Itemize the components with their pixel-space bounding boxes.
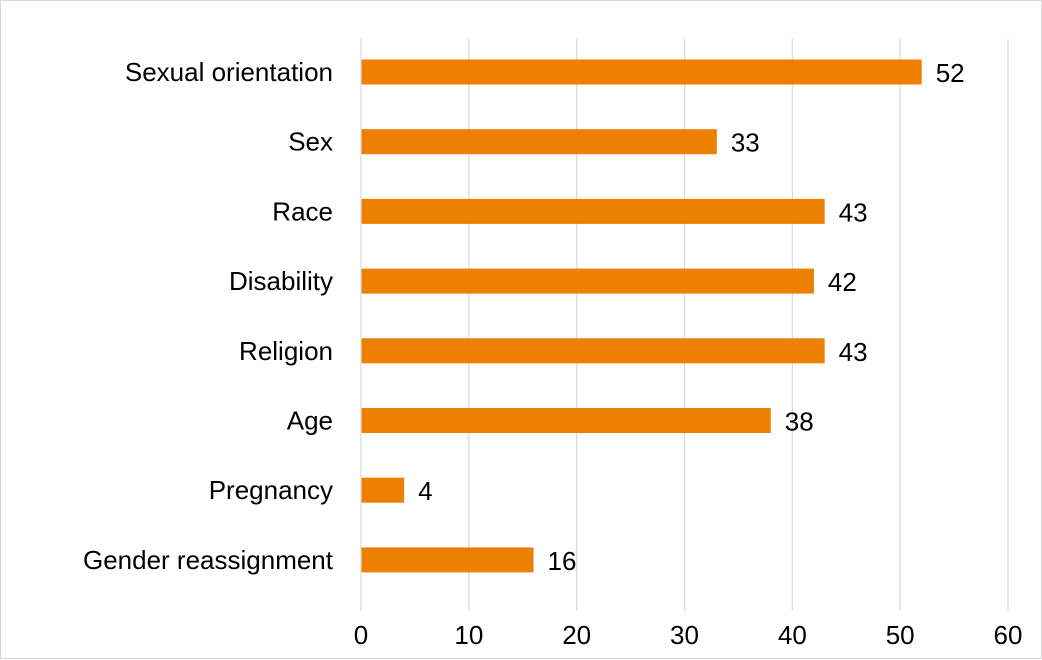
data-labels: 52 33 43 42 43 38 4 16 [418, 58, 965, 576]
data-label: 42 [828, 267, 857, 297]
bar-pregnancy [361, 477, 405, 503]
category-label: Disability [229, 266, 333, 296]
category-label: Sex [288, 127, 333, 157]
gridlines [468, 39, 1009, 611]
data-label: 38 [785, 407, 814, 437]
bar-age [361, 408, 771, 433]
data-label: 43 [839, 337, 868, 367]
category-label: Pregnancy [209, 475, 333, 505]
x-tick-label: 20 [562, 620, 591, 650]
category-label: Race [272, 196, 333, 226]
category-label: Religion [239, 336, 333, 366]
x-tick-label: 40 [778, 620, 807, 650]
category-label: Sexual orientation [125, 57, 333, 87]
bar-race [361, 198, 825, 224]
category-labels: Sexual orientation Sex Race Disability Relig… [83, 57, 334, 575]
x-axis-tick-labels: 0 10 20 30 40 50 60 [354, 620, 1023, 650]
data-label: 43 [839, 197, 868, 227]
bar-religion [361, 338, 825, 364]
x-tick-label: 50 [886, 620, 915, 650]
x-tick-label: 10 [454, 620, 483, 650]
bar-sex [361, 129, 717, 155]
data-label: 33 [731, 128, 760, 158]
category-label: Gender reassignment [83, 545, 334, 575]
bar-gender-reassignment [361, 547, 534, 573]
bar-sexual-orientation [361, 59, 922, 85]
x-tick-label: 30 [670, 620, 699, 650]
x-tick-label: 60 [994, 620, 1023, 650]
category-label: Age [287, 406, 333, 436]
data-label: 16 [548, 546, 577, 576]
data-label: 4 [418, 476, 432, 506]
bar-disability [361, 268, 814, 294]
bars [361, 59, 922, 573]
data-label: 52 [936, 58, 965, 88]
x-tick-label: 0 [354, 620, 368, 650]
